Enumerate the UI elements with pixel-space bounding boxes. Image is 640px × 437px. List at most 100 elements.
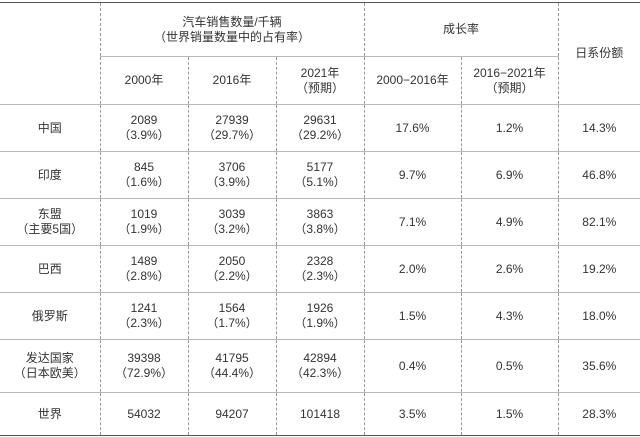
growth-value: 17.6%	[395, 120, 430, 135]
sales-value: 39398	[127, 351, 161, 365]
sales-share: （3.9%）	[118, 128, 170, 142]
header-japan-share: 日系份额	[557, 2, 640, 105]
japan-share-cell: 14.3%	[557, 104, 640, 152]
japan-share-cell: 28.3%	[557, 392, 640, 436]
region-cell: 中国	[0, 104, 101, 152]
sales-share: （2.3%）	[118, 316, 170, 330]
sales-share: （2.3%）	[294, 269, 346, 283]
sales-share: （72.9%）	[114, 366, 174, 380]
growth-2016-2021-cell: 2.6%	[460, 245, 559, 293]
sales-value: 41795	[215, 351, 249, 365]
growth-2016-2021-cell: 4.3%	[460, 292, 559, 340]
growth-value: 7.1%	[398, 214, 427, 229]
sales-value: 101418	[299, 406, 341, 421]
region-name: 世界	[37, 406, 62, 421]
sales-share: （1.9%）	[294, 316, 346, 330]
sales-share: （3.9%）	[206, 175, 258, 189]
header-growth-2016-2021-label: 2016−2021年	[473, 65, 546, 80]
sales-2021-cell: 42894 （42.3%）	[275, 339, 365, 393]
growth-2016-2021-cell: 0.5%	[460, 339, 559, 393]
growth-value: 1.5%	[398, 308, 427, 323]
japan-share-cell: 46.8%	[557, 151, 640, 199]
sales-2021-cell: 5177 （5.1%）	[275, 151, 365, 199]
region-name: 印度	[37, 167, 62, 182]
header-year-2016-label: 2016年	[212, 73, 252, 87]
sales-2016-cell: 94207	[187, 392, 277, 436]
header-year-2000: 2000年	[99, 56, 189, 105]
growth-2000-2016-cell: 9.7%	[363, 151, 462, 199]
sales-value: 845	[133, 160, 155, 174]
sales-2000-cell: 1019 （1.9%）	[99, 198, 189, 246]
region-name: 巴西	[37, 261, 62, 276]
sales-share: （1.6%）	[118, 175, 170, 189]
sales-share: （5.1%）	[294, 175, 346, 189]
sales-2000-cell: 1489 （2.8%）	[99, 245, 189, 293]
growth-2016-2021-cell: 4.9%	[460, 198, 559, 246]
sales-share: （2.2%）	[206, 269, 258, 283]
sales-2016-cell: 3039 （3.2%）	[187, 198, 277, 246]
table-row: 巴西 1489 （2.8%） 2050 （2.2%） 2328 （2.3%） 2.0%…	[0, 245, 640, 293]
region-cell: 东盟 （主要5国）	[0, 198, 101, 246]
sales-2000-cell: 845 （1.6%）	[99, 151, 189, 199]
sales-share: （2.8%）	[118, 269, 170, 283]
sales-value: 1241	[130, 301, 158, 315]
region-note: （日本欧美）	[13, 366, 86, 380]
region-note: （主要5国）	[16, 222, 84, 236]
header-growth-title: 成长率	[443, 22, 480, 36]
growth-2000-2016-cell: 0.4%	[363, 339, 462, 393]
growth-value: 0.5%	[495, 358, 524, 373]
growth-value: 2.0%	[398, 261, 427, 276]
header-japan-share-label: 日系份额	[575, 46, 624, 60]
sales-value: 94207	[215, 406, 249, 421]
sales-value: 1019	[130, 207, 158, 221]
japan-share-cell: 82.1%	[557, 198, 640, 246]
growth-2000-2016-cell: 1.5%	[363, 292, 462, 340]
growth-value: 3.5%	[398, 406, 427, 421]
header-growth-2016-2021-note: （预期）	[485, 80, 534, 95]
sales-share: （42.3%）	[291, 366, 350, 380]
sales-value: 3863	[306, 207, 334, 221]
table-row: 东盟 （主要5国） 1019 （1.9%） 3039 （3.2%） 3863 （3.8%…	[0, 198, 640, 246]
japan-share-value: 82.1%	[582, 214, 617, 229]
growth-value: 2.6%	[495, 261, 524, 276]
growth-value: 6.9%	[495, 167, 524, 182]
japan-share-value: 28.3%	[582, 406, 617, 421]
growth-2016-2021-cell: 6.9%	[460, 151, 559, 199]
sales-2016-cell: 27939 （29.7%）	[187, 104, 277, 152]
growth-2016-2021-cell: 1.2%	[460, 104, 559, 152]
region-name: 中国	[37, 120, 62, 135]
growth-2000-2016-cell: 7.1%	[363, 198, 462, 246]
region-cell: 巴西	[0, 245, 101, 293]
growth-2000-2016-cell: 17.6%	[363, 104, 462, 152]
sales-2021-cell: 1926 （1.9%）	[275, 292, 365, 340]
sales-2016-cell: 1564 （1.7%）	[187, 292, 277, 340]
sales-2000-cell: 54032	[99, 392, 189, 436]
header-region-cell	[0, 2, 101, 105]
japan-share-value: 19.2%	[582, 261, 617, 276]
sales-value: 1489	[130, 254, 158, 268]
sales-share: （29.2%）	[291, 128, 350, 142]
sales-2000-cell: 2089 （3.9%）	[99, 104, 189, 152]
table-row: 俄罗斯 1241 （2.3%） 1564 （1.7%） 1926 （1.9%） 1.5…	[0, 292, 640, 340]
table-row: 世界 54032 94207 101418 3.5% 1.5% 28.3%	[0, 392, 640, 436]
region-cell: 世界	[0, 392, 101, 436]
sales-2000-cell: 39398 （72.9%）	[99, 339, 189, 393]
growth-2016-2021-cell: 1.5%	[460, 392, 559, 436]
sales-share: （3.2%）	[206, 222, 258, 236]
sales-value: 3706	[218, 160, 246, 174]
sales-2016-cell: 2050 （2.2%）	[187, 245, 277, 293]
sales-value: 42894	[303, 351, 337, 365]
sales-value: 1926	[306, 301, 334, 315]
sales-value: 29631	[303, 113, 337, 127]
header-growth-group: 成长率	[363, 2, 559, 57]
region-cell: 发达国家 （日本欧美）	[0, 339, 101, 393]
sales-share: （3.8%）	[294, 222, 346, 236]
header-growth-2016-2021: 2016−2021年 （预期）	[460, 56, 559, 105]
growth-value: 4.9%	[495, 214, 524, 229]
header-year-2000-label: 2000年	[124, 73, 164, 87]
header-year-2021: 2021年 （预期）	[275, 56, 365, 105]
sales-value: 1564	[218, 301, 246, 315]
sales-value: 3039	[218, 207, 246, 221]
region-cell: 印度	[0, 151, 101, 199]
